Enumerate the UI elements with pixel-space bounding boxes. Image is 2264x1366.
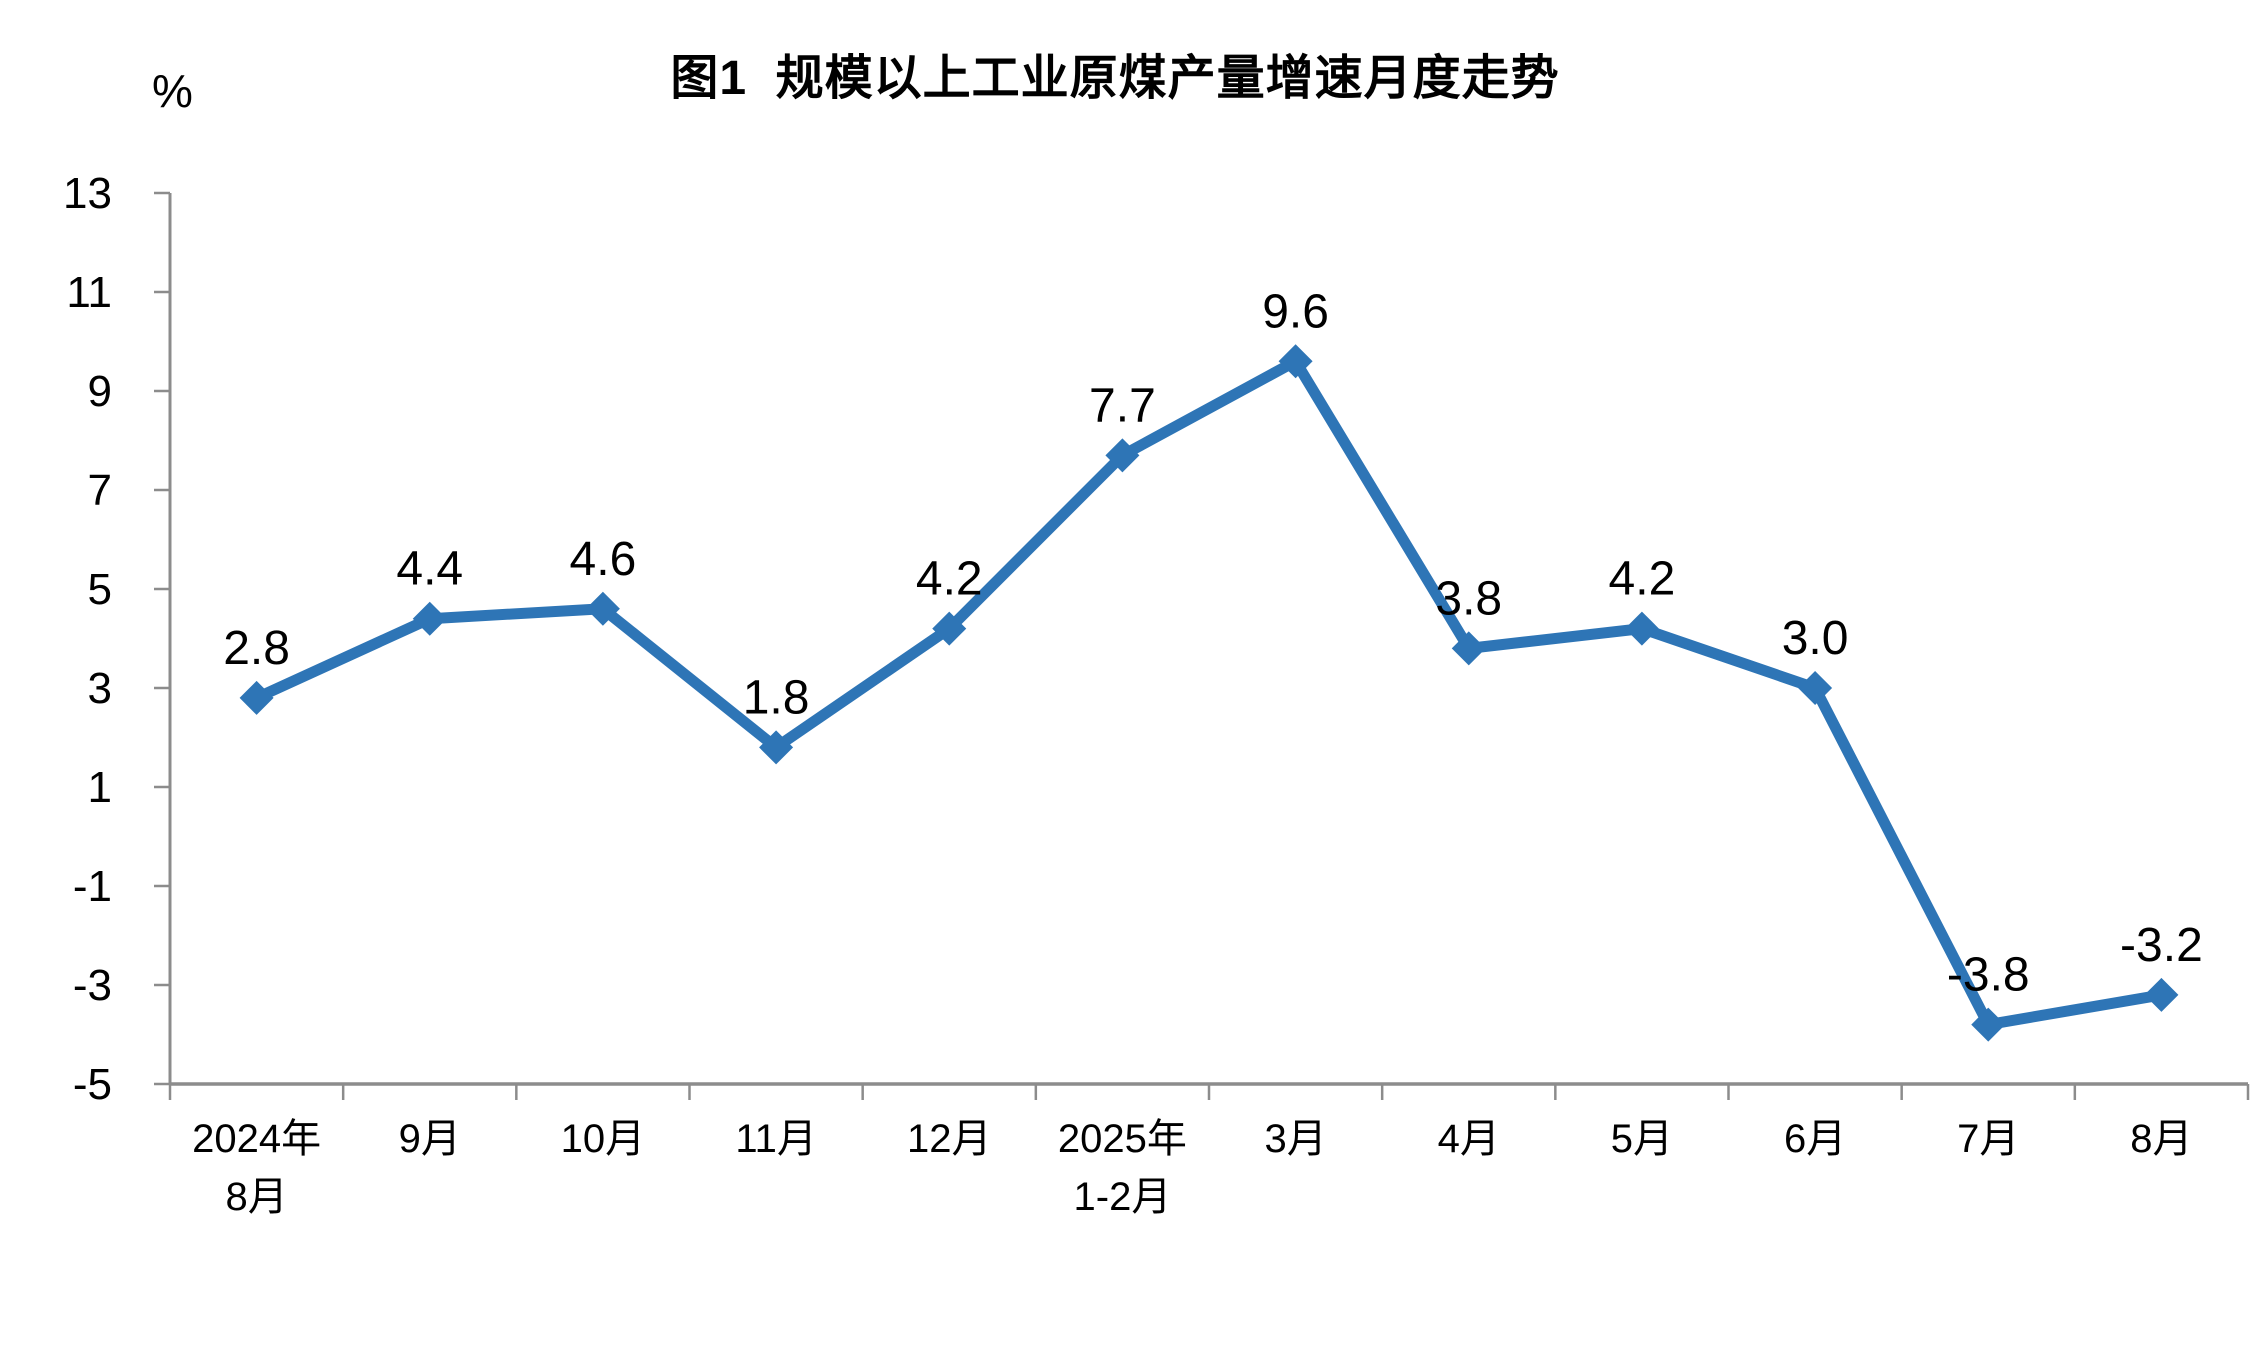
- x-axis-label: 10月: [561, 1117, 646, 1161]
- x-axis-label: 9月: [399, 1117, 461, 1161]
- data-point-marker: [1451, 631, 1486, 666]
- data-point-marker: [932, 611, 967, 646]
- data-label: 3.8: [1435, 572, 1502, 625]
- data-point-marker: [1798, 671, 1833, 705]
- x-axis-label: 4月: [1438, 1117, 1500, 1161]
- x-axis-label: 2024年: [192, 1117, 321, 1161]
- x-axis-label: 6月: [1784, 1117, 1846, 1161]
- y-axis-tick-label: -5: [73, 1060, 112, 1109]
- x-axis-label: 12月: [907, 1117, 992, 1161]
- series-line: [251, 355, 2167, 1031]
- data-label: -3.2: [2120, 919, 2203, 972]
- y-axis-tick-label: 1: [88, 763, 112, 812]
- y-axis-tick-label: -3: [73, 961, 112, 1010]
- data-point-marker: [412, 601, 447, 636]
- data-point-marker: [1105, 438, 1140, 473]
- data-label: 4.6: [570, 533, 637, 586]
- chart-title: 图1 规模以上工业原煤产量增速月度走势: [670, 52, 1560, 105]
- data-label: 1.8: [743, 671, 810, 724]
- y-axis-tick-label: 5: [88, 565, 112, 614]
- x-axis-label: 7月: [1957, 1117, 2019, 1161]
- data-point-marker: [2144, 977, 2179, 1012]
- y-axis-tick-label: 7: [88, 466, 112, 515]
- data-point-marker: [759, 730, 794, 765]
- y-axis-tick-label: -1: [73, 862, 112, 911]
- data-point-marker: [585, 591, 620, 626]
- y-axis-tick-label: 13: [63, 169, 112, 218]
- x-axis-label: 1-2月: [1074, 1175, 1172, 1219]
- x-axis-label: 3月: [1264, 1117, 1326, 1161]
- x-axis-label: 8月: [2130, 1117, 2192, 1161]
- x-axis-label: 5月: [1611, 1117, 1673, 1161]
- data-label: 3.0: [1782, 612, 1849, 665]
- data-label: 9.6: [1262, 285, 1329, 338]
- x-axis-label: 11月: [735, 1117, 817, 1161]
- data-label: 2.8: [223, 622, 290, 675]
- y-axis-tick-label: 11: [66, 268, 112, 317]
- data-label: 4.4: [396, 543, 463, 596]
- data-point-marker: [1624, 611, 1659, 646]
- data-label: 4.2: [1609, 553, 1676, 606]
- x-axis-label: 8月: [225, 1175, 287, 1219]
- data-point-marker: [239, 680, 274, 715]
- data-label: -3.8: [1947, 949, 2030, 1002]
- data-label: 4.2: [916, 553, 983, 606]
- data-label: 7.7: [1089, 379, 1156, 432]
- y-axis-tick-label: 3: [88, 664, 112, 713]
- data-point-marker: [1971, 1007, 2006, 1042]
- data-point-marker: [1278, 344, 1313, 379]
- x-axis-label: 2025年: [1058, 1117, 1187, 1161]
- y-axis-tick-label: 9: [88, 367, 112, 416]
- y-axis-unit-label: %: [152, 65, 193, 117]
